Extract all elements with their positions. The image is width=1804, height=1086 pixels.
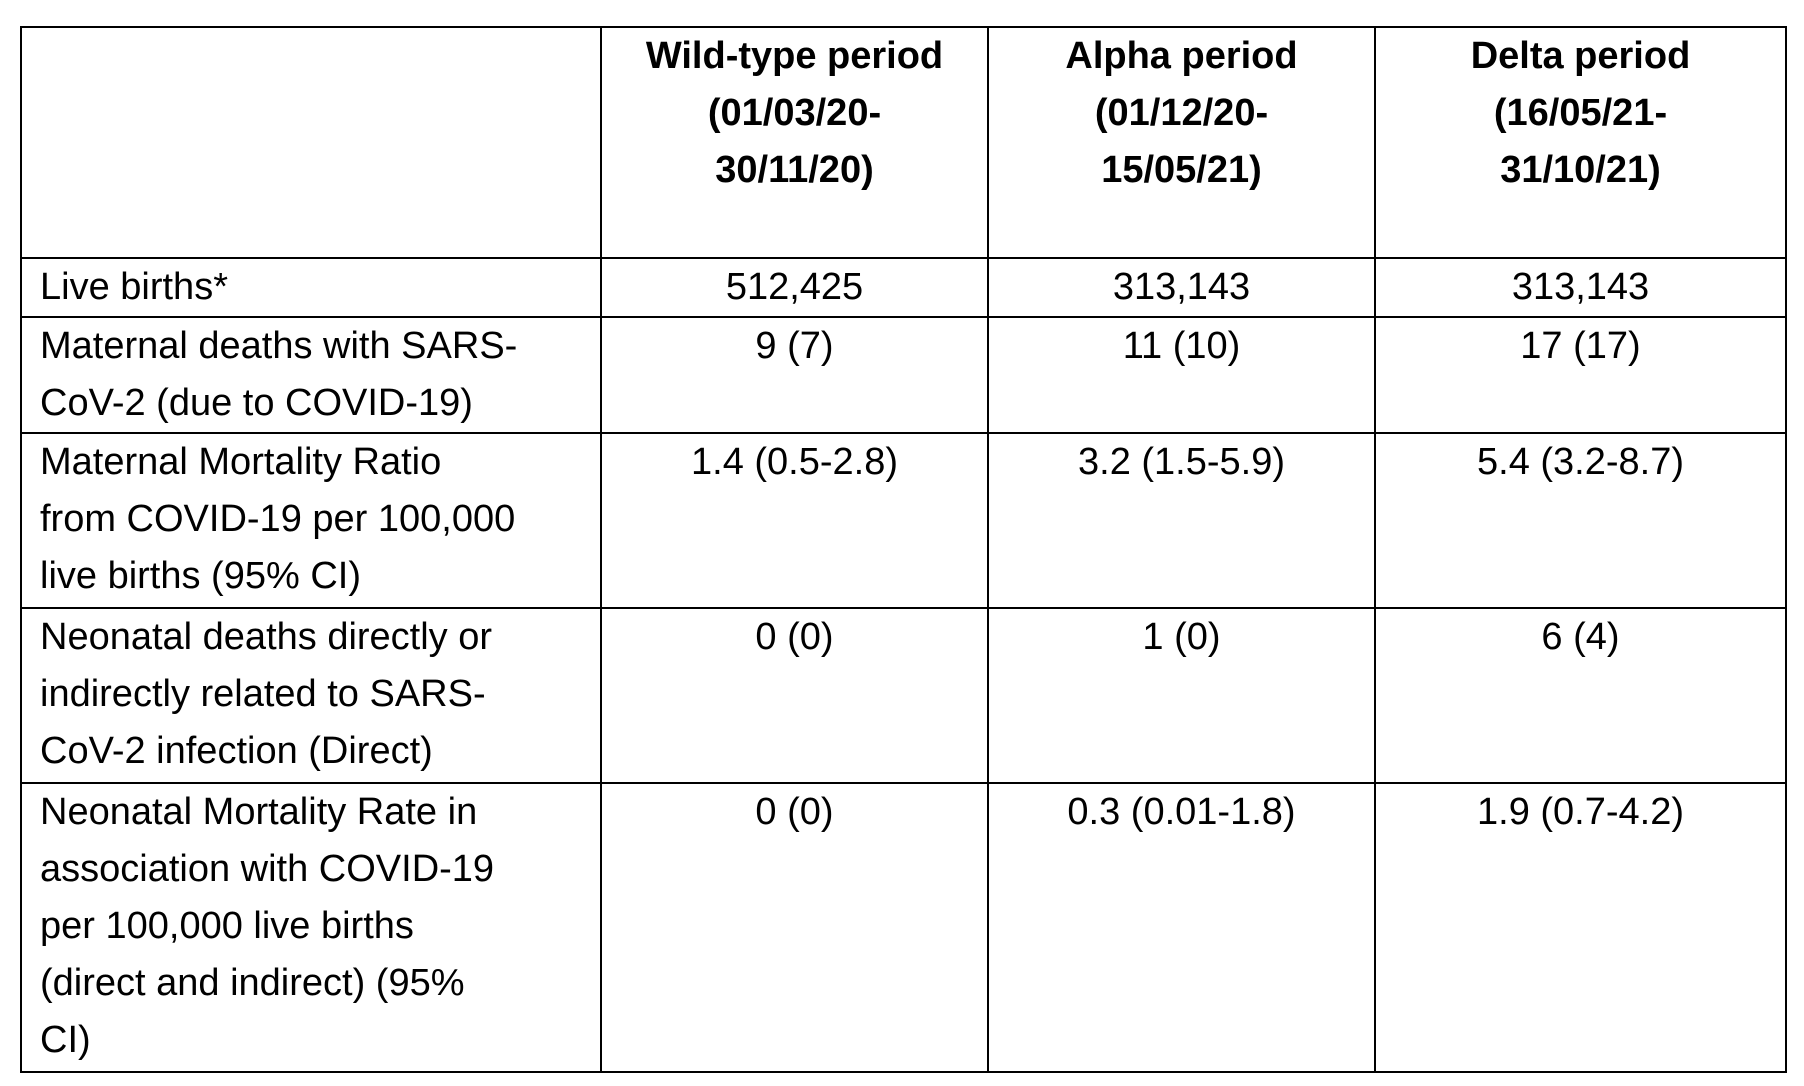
row-label-live-births: Live births*	[20, 257, 602, 318]
table-cell: 313,143	[987, 257, 1376, 318]
table-cell: 6 (4)	[1374, 607, 1787, 784]
table-row: Neonatal Mortality Rate in association w…	[20, 782, 1787, 1073]
header-line: 31/10/21)	[1500, 149, 1661, 191]
header-cell-delta: Delta period (16/05/21- 31/10/21)	[1374, 26, 1787, 259]
header-line: 30/11/20)	[715, 149, 874, 191]
row-label-line: CoV-2 (due to COVID-19)	[40, 382, 473, 424]
table-cell: 0 (0)	[600, 607, 989, 784]
row-label-line: indirectly related to SARS-	[40, 673, 486, 715]
header-line: Alpha period	[1065, 35, 1298, 77]
table-cell: 1.9 (0.7-4.2)	[1374, 782, 1787, 1073]
table-cell: 5.4 (3.2-8.7)	[1374, 432, 1787, 609]
table-row: Live births* 512,425 313,143 313,143	[20, 257, 1787, 318]
table-cell: 313,143	[1374, 257, 1787, 318]
data-table: Wild-type period (01/03/20- 30/11/20) Al…	[20, 26, 1787, 1073]
header-line: 15/05/21)	[1101, 149, 1262, 191]
row-label-line: per 100,000 live births	[40, 905, 414, 947]
table-row: Maternal deaths with SARS- CoV-2 (due to…	[20, 316, 1787, 434]
table-cell: 0 (0)	[600, 782, 989, 1073]
row-label-line: Maternal Mortality Ratio	[40, 441, 442, 483]
row-label-line: live births (95% CI)	[40, 555, 361, 597]
header-line: (01/03/20-	[707, 92, 882, 134]
header-row: Wild-type period (01/03/20- 30/11/20) Al…	[20, 26, 1787, 259]
row-label-line: Maternal deaths with SARS-	[40, 325, 518, 367]
row-label-line: (direct and indirect) (95%	[40, 962, 465, 1004]
table-cell: 0.3 (0.01-1.8)	[987, 782, 1376, 1073]
header-line: (16/05/21-	[1493, 92, 1668, 134]
row-label-line: from COVID-19 per 100,000	[40, 498, 516, 540]
table-cell: 1 (0)	[987, 607, 1376, 784]
header-cell-alpha: Alpha period (01/12/20- 15/05/21)	[987, 26, 1376, 259]
header-line: (01/12/20-	[1094, 92, 1269, 134]
header-cell-wild-type: Wild-type period (01/03/20- 30/11/20)	[600, 26, 989, 259]
header-line: Delta period	[1470, 35, 1691, 77]
table-cell: 512,425	[600, 257, 989, 318]
row-label-maternal-deaths: Maternal deaths with SARS- CoV-2 (due to…	[20, 316, 602, 434]
row-label-line: Neonatal Mortality Rate in	[40, 791, 478, 833]
table-row: Neonatal deaths directly or indirectly r…	[20, 607, 1787, 784]
header-line: Wild-type period	[645, 35, 944, 77]
table-cell: 11 (10)	[987, 316, 1376, 434]
row-label-line: CoV-2 infection (Direct)	[40, 730, 433, 772]
row-label-maternal-mortality-ratio: Maternal Mortality Ratio from COVID-19 p…	[20, 432, 602, 609]
row-label-neonatal-mortality-rate: Neonatal Mortality Rate in association w…	[20, 782, 602, 1073]
table-cell: 3.2 (1.5-5.9)	[987, 432, 1376, 609]
header-cell-empty	[20, 26, 602, 259]
row-label-line: association with COVID-19	[40, 848, 495, 890]
table-cell: 9 (7)	[600, 316, 989, 434]
row-label-line: Live births*	[40, 266, 228, 308]
table-cell: 1.4 (0.5-2.8)	[600, 432, 989, 609]
row-label-neonatal-deaths: Neonatal deaths directly or indirectly r…	[20, 607, 602, 784]
table-row: Maternal Mortality Ratio from COVID-19 p…	[20, 432, 1787, 609]
row-label-line: Neonatal deaths directly or	[40, 616, 493, 658]
table-cell: 17 (17)	[1374, 316, 1787, 434]
row-label-line: CI)	[40, 1019, 91, 1061]
